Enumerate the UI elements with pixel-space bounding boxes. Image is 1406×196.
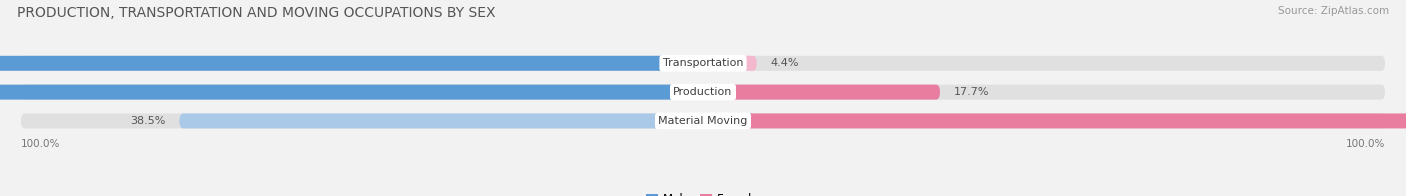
Text: 100.0%: 100.0% bbox=[21, 139, 60, 149]
FancyBboxPatch shape bbox=[0, 56, 703, 71]
Text: Material Moving: Material Moving bbox=[658, 116, 748, 126]
FancyBboxPatch shape bbox=[21, 56, 1385, 71]
FancyBboxPatch shape bbox=[21, 85, 1385, 100]
Text: Source: ZipAtlas.com: Source: ZipAtlas.com bbox=[1278, 6, 1389, 16]
Text: 17.7%: 17.7% bbox=[953, 87, 990, 97]
Text: PRODUCTION, TRANSPORTATION AND MOVING OCCUPATIONS BY SEX: PRODUCTION, TRANSPORTATION AND MOVING OC… bbox=[17, 6, 495, 20]
FancyBboxPatch shape bbox=[703, 56, 756, 71]
FancyBboxPatch shape bbox=[703, 113, 1406, 128]
Text: 100.0%: 100.0% bbox=[1346, 139, 1385, 149]
FancyBboxPatch shape bbox=[0, 85, 703, 100]
FancyBboxPatch shape bbox=[21, 113, 1385, 128]
Text: Production: Production bbox=[673, 87, 733, 97]
Text: Transportation: Transportation bbox=[662, 58, 744, 68]
Legend: Male, Female: Male, Female bbox=[647, 193, 759, 196]
Text: 4.4%: 4.4% bbox=[770, 58, 799, 68]
Text: 38.5%: 38.5% bbox=[131, 116, 166, 126]
FancyBboxPatch shape bbox=[703, 85, 941, 100]
FancyBboxPatch shape bbox=[180, 113, 703, 128]
